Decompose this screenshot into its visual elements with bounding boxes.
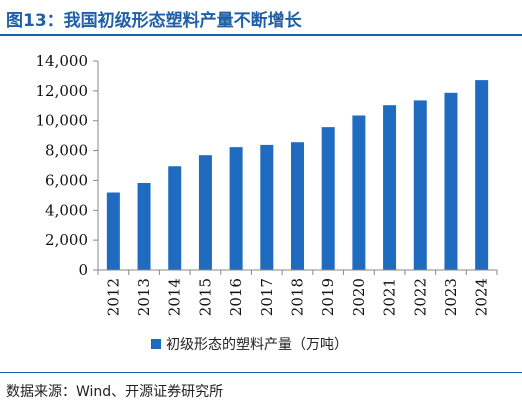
x-tick-label: 2022	[411, 278, 429, 316]
x-tick-label: 2021	[381, 278, 399, 316]
bar-2012	[106, 192, 120, 270]
x-tick-label: 2012	[104, 278, 122, 316]
y-tick-label: 0	[78, 261, 88, 279]
bar-2015	[198, 155, 212, 270]
y-tick-label: 8,000	[45, 142, 88, 160]
legend-label: 初级形态的塑料产量（万吨）	[166, 336, 348, 353]
bar-2014	[168, 166, 182, 270]
y-tick-label: 12,000	[36, 82, 89, 100]
x-tick-label: 2019	[319, 278, 337, 316]
bar-2024	[475, 80, 489, 270]
bar-2021	[383, 105, 397, 270]
source-note: 数据来源：Wind、开源证券研究所	[6, 384, 224, 400]
x-tick-label: 2013	[135, 278, 153, 316]
footer-divider	[0, 372, 522, 373]
y-tick-label: 4,000	[45, 201, 88, 219]
title-divider	[0, 34, 522, 36]
x-tick-label: 2017	[258, 278, 276, 316]
bar-2020	[352, 115, 366, 270]
x-axis: 2012 2013 2014 2015 2016 2017 2018 2019 2020 2021…	[97, 269, 498, 316]
x-tick-label: 2024	[473, 278, 491, 316]
x-tick-label: 2020	[350, 278, 368, 316]
bar-2013	[137, 182, 151, 270]
legend: 初级形态的塑料产量（万吨）	[151, 336, 348, 353]
legend-swatch	[151, 339, 161, 349]
bar-2017	[260, 144, 274, 270]
bar-2023	[444, 92, 458, 271]
x-tick-label: 2015	[196, 278, 214, 316]
y-tick-label: 6,000	[45, 171, 88, 189]
bar-2018	[291, 142, 304, 270]
figure-title: 图13：我国初级形态塑料产量不断增长	[6, 11, 302, 31]
x-tick-label: 2023	[442, 278, 460, 316]
bar-2019	[321, 127, 335, 270]
y-axis: 0 2,000 4,000 6,000 8,000 10,000 12,000 14,000	[36, 52, 99, 279]
y-tick-label: 10,000	[36, 112, 89, 130]
x-tick-label: 2014	[166, 278, 184, 316]
x-tick-label: 2018	[289, 278, 307, 316]
bar-series	[106, 80, 489, 271]
bar-2016	[229, 147, 243, 270]
y-tick-label: 2,000	[45, 231, 88, 249]
y-tick-label: 14,000	[36, 52, 89, 70]
x-tick-label: 2016	[227, 278, 245, 316]
bar-2022	[413, 100, 427, 270]
